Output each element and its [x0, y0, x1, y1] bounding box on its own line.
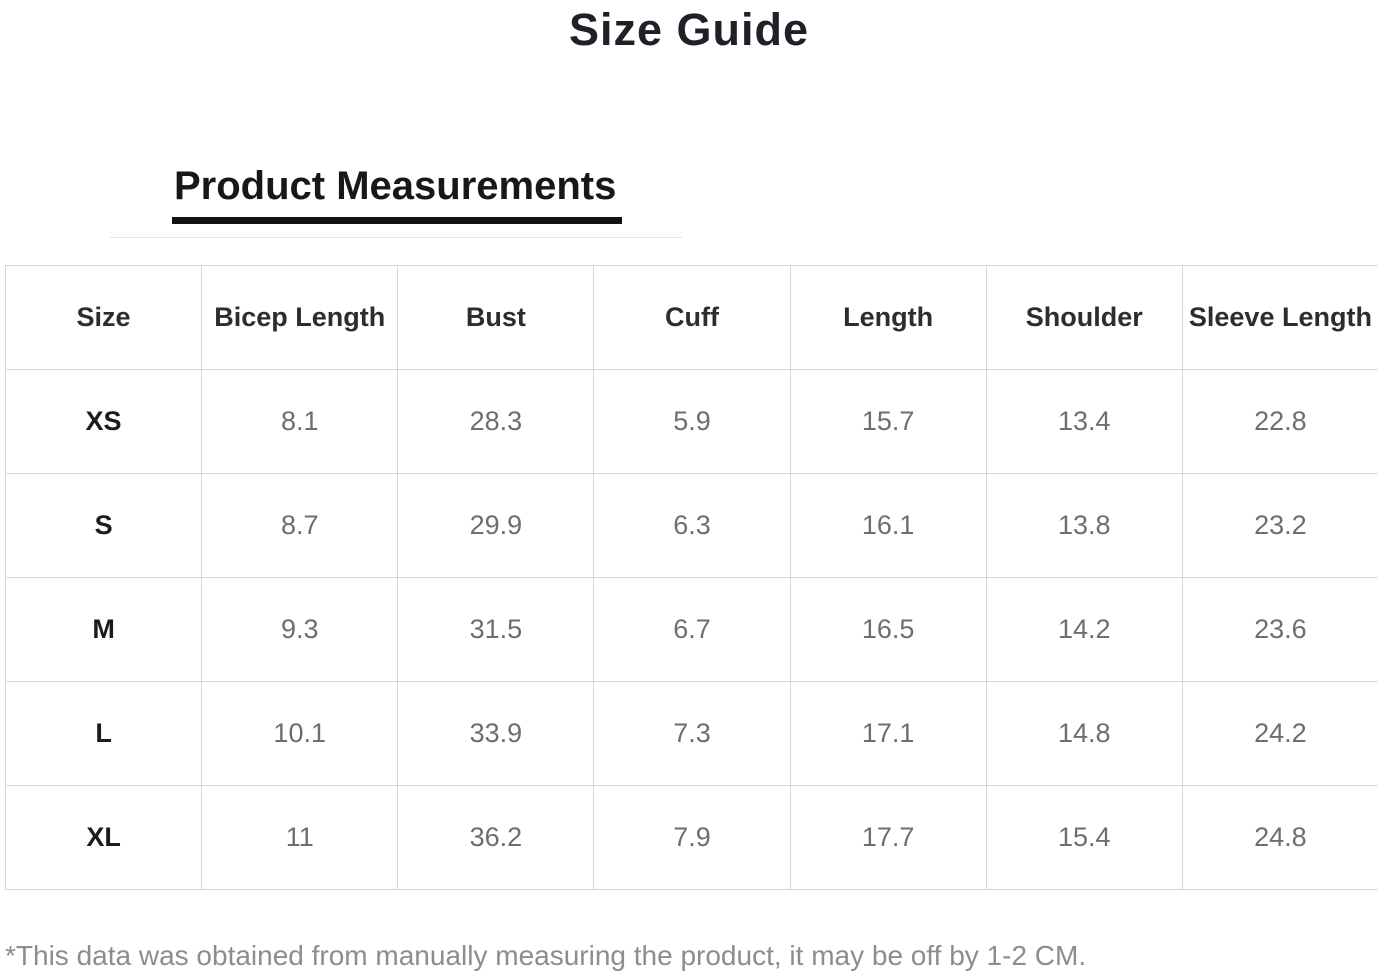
- size-cell: L: [4, 681, 203, 786]
- measurement-cell: 15.4: [985, 785, 1183, 890]
- column-header-shoulder: Shoulder: [985, 265, 1183, 370]
- measurement-cell: 17.7: [789, 785, 987, 890]
- column-header-bicep-length: Bicep Length: [201, 265, 399, 370]
- size-cell: XS: [4, 369, 203, 474]
- size-guide-table: Size Bicep Length Bust Cuff Length Shoul…: [4, 265, 1378, 890]
- measurement-cell: 23.6: [1181, 577, 1378, 682]
- size-cell: S: [4, 473, 203, 578]
- measurement-cell: 29.9: [397, 473, 595, 578]
- column-header-length: Length: [789, 265, 987, 370]
- product-measurements-heading: Product Measurements: [172, 164, 623, 224]
- size-cell: M: [4, 577, 203, 682]
- page-title: Size Guide: [568, 4, 810, 55]
- measurement-cell: 17.1: [789, 681, 987, 786]
- table-row-xl: XL 11 36.2 7.9 17.7 15.4 24.8: [4, 785, 1378, 890]
- measurement-cell: 5.9: [593, 369, 791, 474]
- measurement-cell: 9.3: [201, 577, 399, 682]
- measurement-cell: 8.7: [201, 473, 399, 578]
- table-body: XS 8.1 28.3 5.9 15.7 13.4 22.8 S 8.7 29.…: [4, 369, 1378, 890]
- size-cell: XL: [4, 785, 203, 890]
- measurement-cell: 6.7: [593, 577, 791, 682]
- column-header-sleeve-length: Sleeve Length: [1181, 265, 1378, 370]
- section-heading-wrap: Product Measurements: [172, 164, 1378, 224]
- measurement-cell: 10.1: [201, 681, 399, 786]
- table-row-m: M 9.3 31.5 6.7 16.5 14.2 23.6: [4, 577, 1378, 682]
- faint-container-edge-line: [110, 237, 682, 238]
- measurement-cell: 6.3: [593, 473, 791, 578]
- measurement-cell: 33.9: [397, 681, 595, 786]
- measurement-cell: 24.8: [1181, 785, 1378, 890]
- measurement-cell: 36.2: [397, 785, 595, 890]
- measurement-cell: 22.8: [1181, 369, 1378, 474]
- measurement-disclaimer: *This data was obtained from manually me…: [5, 940, 1087, 971]
- table-row-l: L 10.1 33.9 7.3 17.1 14.8 24.2: [4, 681, 1378, 786]
- measurement-cell: 16.5: [789, 577, 987, 682]
- column-header-bust: Bust: [397, 265, 595, 370]
- measurement-cell: 23.2: [1181, 473, 1378, 578]
- table-row-s: S 8.7 29.9 6.3 16.1 13.8 23.2: [4, 473, 1378, 578]
- measurement-cell: 14.8: [985, 681, 1183, 786]
- measurement-cell: 31.5: [397, 577, 595, 682]
- measurement-cell: 15.7: [789, 369, 987, 474]
- measurement-cell: 11: [201, 785, 399, 890]
- table-row-xs: XS 8.1 28.3 5.9 15.7 13.4 22.8: [4, 369, 1378, 474]
- table-header: Size Bicep Length Bust Cuff Length Shoul…: [4, 265, 1378, 370]
- column-header-size: Size: [4, 265, 203, 370]
- measurement-cell: 24.2: [1181, 681, 1378, 786]
- size-guide-page: Size Guide Product Measurements Size Bic…: [0, 4, 1378, 980]
- column-header-cuff: Cuff: [593, 265, 791, 370]
- measurement-cell: 13.8: [985, 473, 1183, 578]
- measurement-cell: 16.1: [789, 473, 987, 578]
- measurement-cell: 7.9: [593, 785, 791, 890]
- measurement-cell: 13.4: [985, 369, 1183, 474]
- measurement-cell: 7.3: [593, 681, 791, 786]
- header-row: Size Bicep Length Bust Cuff Length Shoul…: [4, 265, 1378, 370]
- measurement-cell: 14.2: [985, 577, 1183, 682]
- measurement-cell: 8.1: [201, 369, 399, 474]
- measurement-cell: 28.3: [397, 369, 595, 474]
